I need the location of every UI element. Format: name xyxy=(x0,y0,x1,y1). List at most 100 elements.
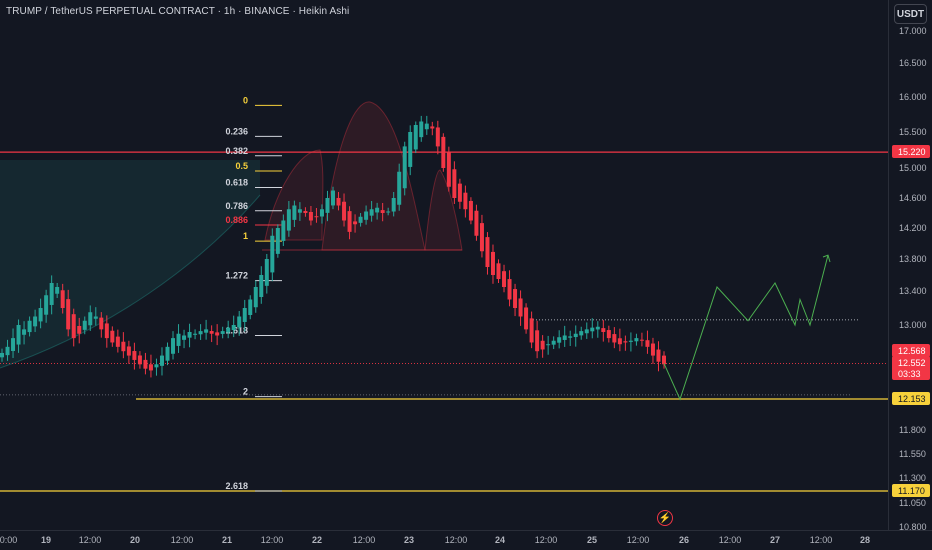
candle xyxy=(457,183,462,202)
candle xyxy=(93,316,98,319)
candle xyxy=(248,299,253,315)
candle xyxy=(16,325,21,345)
candle xyxy=(584,329,589,334)
candle xyxy=(275,228,280,254)
projection-path xyxy=(663,255,829,401)
price-label: 15.220 xyxy=(898,147,926,157)
candle xyxy=(441,136,446,168)
candle xyxy=(253,287,258,308)
candle xyxy=(193,333,198,335)
candle xyxy=(601,328,606,332)
time-tick-label: 24 xyxy=(495,535,505,545)
candle xyxy=(490,251,495,275)
candle xyxy=(66,299,71,330)
candle xyxy=(148,364,153,371)
price-tick-label: 15.500 xyxy=(899,127,927,137)
fib-label: 0.236 xyxy=(225,126,248,136)
candle xyxy=(617,338,622,345)
candle xyxy=(5,346,10,356)
candle xyxy=(518,298,523,317)
candle xyxy=(11,338,16,351)
candle xyxy=(413,125,418,150)
fib-label: 0.618 xyxy=(225,178,248,188)
candle xyxy=(259,275,264,297)
price-tick-label: 11.550 xyxy=(899,449,926,459)
candle xyxy=(198,331,203,335)
candle xyxy=(231,325,236,331)
price-label-box xyxy=(892,344,930,357)
candle xyxy=(546,344,551,346)
candle xyxy=(159,355,164,366)
candle xyxy=(115,336,120,347)
price-tick-label: 11.050 xyxy=(899,498,926,508)
candle xyxy=(104,323,109,339)
fib-label: 1.272 xyxy=(225,271,248,281)
candle xyxy=(110,330,115,343)
candle xyxy=(386,211,391,213)
time-tick-label: 20 xyxy=(130,535,140,545)
candle xyxy=(137,355,142,365)
candle xyxy=(171,338,176,354)
candle xyxy=(242,308,247,322)
head xyxy=(321,101,426,251)
time-tick-label: 26 xyxy=(679,535,689,545)
candle xyxy=(209,331,214,334)
time-tick-label: 19 xyxy=(41,535,51,545)
candle xyxy=(568,336,573,338)
candle xyxy=(331,190,335,206)
fib-label: 1.618 xyxy=(225,325,248,335)
candle xyxy=(33,316,38,327)
candle xyxy=(397,171,402,205)
candle xyxy=(38,308,43,322)
fib-label: 0.886 xyxy=(225,215,248,225)
price-label: 12.552 xyxy=(898,358,926,368)
time-tick-label: 27 xyxy=(770,535,780,545)
candle xyxy=(99,317,104,330)
candle xyxy=(645,340,650,347)
price-axis-divider xyxy=(888,0,889,530)
candle xyxy=(380,210,385,213)
candle xyxy=(606,330,611,339)
candle xyxy=(336,197,341,206)
candle xyxy=(485,237,490,267)
candle xyxy=(540,340,545,350)
candle xyxy=(27,320,32,333)
candle xyxy=(650,343,655,356)
candle xyxy=(143,359,148,369)
currency-button[interactable]: USDT xyxy=(894,4,927,24)
candle xyxy=(634,338,639,342)
candle xyxy=(612,334,617,343)
lightning-icon[interactable]: ⚡ xyxy=(657,510,673,526)
candle xyxy=(468,200,473,221)
price-tick-label: 11.800 xyxy=(899,425,926,435)
price-tick-label: 14.200 xyxy=(899,223,927,233)
candle xyxy=(513,289,518,308)
time-tick-label: 12:00 xyxy=(535,535,558,545)
candle xyxy=(220,331,225,334)
candle xyxy=(182,335,187,340)
time-tick-label: 22 xyxy=(312,535,322,545)
price-label: 03:33 xyxy=(898,369,921,379)
candle xyxy=(430,126,435,129)
candle xyxy=(579,331,584,336)
time-tick-label: 12:00 xyxy=(810,535,833,545)
price-tick-label: 13.400 xyxy=(899,286,927,296)
candle xyxy=(342,201,347,221)
candle xyxy=(391,198,396,212)
candle xyxy=(529,318,534,343)
candle xyxy=(44,295,49,315)
candle xyxy=(314,216,319,218)
projection-arrowhead xyxy=(822,254,831,263)
channel-fill xyxy=(0,160,260,368)
candle xyxy=(463,192,468,210)
candle xyxy=(562,335,567,340)
price-tick-label: 13.800 xyxy=(899,254,927,264)
candle xyxy=(424,123,429,130)
candle xyxy=(496,263,501,279)
candle xyxy=(0,352,4,358)
candle xyxy=(264,259,269,286)
candle xyxy=(551,340,556,345)
candle xyxy=(77,325,82,334)
candle xyxy=(573,333,578,338)
